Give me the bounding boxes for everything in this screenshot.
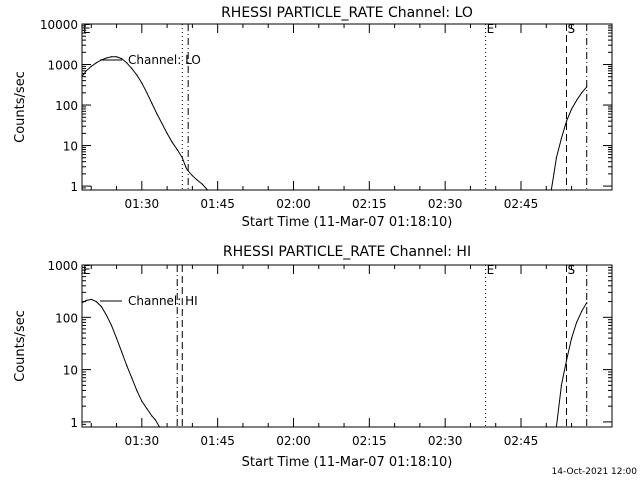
data-point: [105, 57, 107, 59]
plot-frame: [81, 264, 613, 428]
x-tick-label: 01:45: [200, 197, 235, 211]
data-point: [571, 108, 573, 110]
data-point: [191, 175, 193, 177]
data-point: [110, 324, 113, 326]
y-tick-label: 10000: [40, 18, 78, 32]
x-tick-label: 02:15: [352, 197, 387, 211]
data-point: [95, 62, 97, 64]
data-point: [576, 99, 578, 101]
data-point: [90, 298, 92, 300]
series-line: [81, 56, 208, 191]
data-point: [186, 169, 188, 171]
data-point: [176, 148, 178, 151]
y-axis-label: Counts/sec: [13, 310, 28, 382]
x-tick-label: 01:45: [200, 434, 235, 448]
data-point: [185, 166, 187, 168]
y-tick-label: 10: [63, 364, 78, 378]
data-point: [576, 321, 578, 323]
data-point: [131, 67, 133, 69]
y-tick-label: 1000: [47, 59, 78, 73]
data-point: [161, 122, 163, 125]
x-axis-label: Start Time (11-Mar-07 01:18:10): [242, 215, 453, 230]
series-line: [555, 302, 588, 428]
data-point: [571, 337, 573, 339]
data-point: [146, 92, 148, 94]
data-point: [560, 384, 563, 386]
data-point: [581, 92, 583, 94]
x-tick-label: 02:00: [276, 197, 311, 211]
data-point: [115, 337, 118, 339]
x-tick-label: 02:30: [428, 197, 463, 211]
data-point: [565, 359, 568, 361]
data-point: [586, 86, 588, 88]
data-point: [95, 301, 97, 303]
data-point: [154, 419, 156, 421]
plot-frame: [81, 23, 613, 191]
x-tick-label: 01:30: [125, 434, 160, 448]
event-marker-label: E: [487, 263, 495, 277]
chart-title: RHESSI PARTICLE_RATE Channel: HI: [223, 244, 471, 260]
series-line: [550, 86, 588, 191]
y-tick-label: 1: [70, 416, 78, 430]
x-tick-label: 02:15: [352, 434, 387, 448]
chart-title: RHESSI PARTICLE_RATE Channel: LO: [221, 5, 473, 21]
data-point: [146, 408, 148, 410]
y-tick-label: 100: [55, 311, 78, 325]
chart-panel-hi: RHESSI PARTICLE_RATE Channel: HI Counts/s…: [13, 244, 613, 470]
data-point: [126, 62, 128, 64]
data-point: [555, 157, 558, 159]
y-tick-label: 1: [70, 180, 78, 194]
legend-label: Channel: LO: [128, 53, 201, 67]
series-line: [81, 298, 160, 428]
event-marker-label: S: [567, 22, 575, 36]
data-point: [151, 102, 153, 104]
x-tick-label: 02:00: [276, 434, 311, 448]
event-marker-label: E: [487, 22, 495, 36]
data-point: [141, 82, 143, 84]
data-point: [565, 120, 568, 122]
y-tick-label: 100: [55, 99, 78, 113]
x-tick-label: 01:30: [125, 197, 160, 211]
data-point: [121, 351, 123, 353]
data-point: [151, 415, 153, 417]
data-point: [121, 58, 123, 60]
data-point: [560, 137, 563, 139]
chart-panel-lo: RHESSI PARTICLE_RATE Channel: LO Counts/s…: [13, 5, 613, 230]
data-point: [201, 183, 204, 185]
data-point: [141, 400, 143, 402]
x-tick-label: 02:45: [504, 434, 539, 448]
x-axis-label: Start Time (11-Mar-07 01:18:10): [242, 455, 453, 470]
data-point: [85, 70, 87, 72]
footer-timestamp: 14-Oct-2021 12:00: [552, 467, 638, 477]
data-point: [166, 132, 168, 134]
data-point: [131, 377, 133, 379]
data-point: [156, 113, 158, 115]
data-point: [115, 56, 118, 58]
data-point: [110, 56, 113, 58]
event-marker-label: E: [83, 263, 91, 277]
event-marker-label: E: [83, 22, 91, 36]
data-point: [171, 141, 173, 143]
x-tick-label: 02:30: [428, 434, 463, 448]
data-point: [100, 306, 102, 308]
event-marker-label: S: [567, 263, 575, 277]
data-point: [90, 65, 92, 67]
data-point: [553, 173, 555, 175]
y-axis-label: Counts/sec: [13, 71, 28, 143]
y-tick-label: 1000: [47, 259, 78, 273]
data-point: [581, 310, 583, 312]
data-point: [196, 179, 198, 181]
x-tick-label: 02:45: [504, 197, 539, 211]
data-point: [105, 314, 107, 316]
data-point: [136, 74, 138, 76]
data-point: [586, 302, 588, 304]
data-point: [126, 364, 128, 367]
y-tick-label: 10: [63, 140, 78, 154]
data-point: [136, 389, 138, 391]
legend-label: Channel: HI: [128, 294, 198, 308]
data-point: [85, 299, 87, 302]
data-point: [181, 157, 183, 159]
